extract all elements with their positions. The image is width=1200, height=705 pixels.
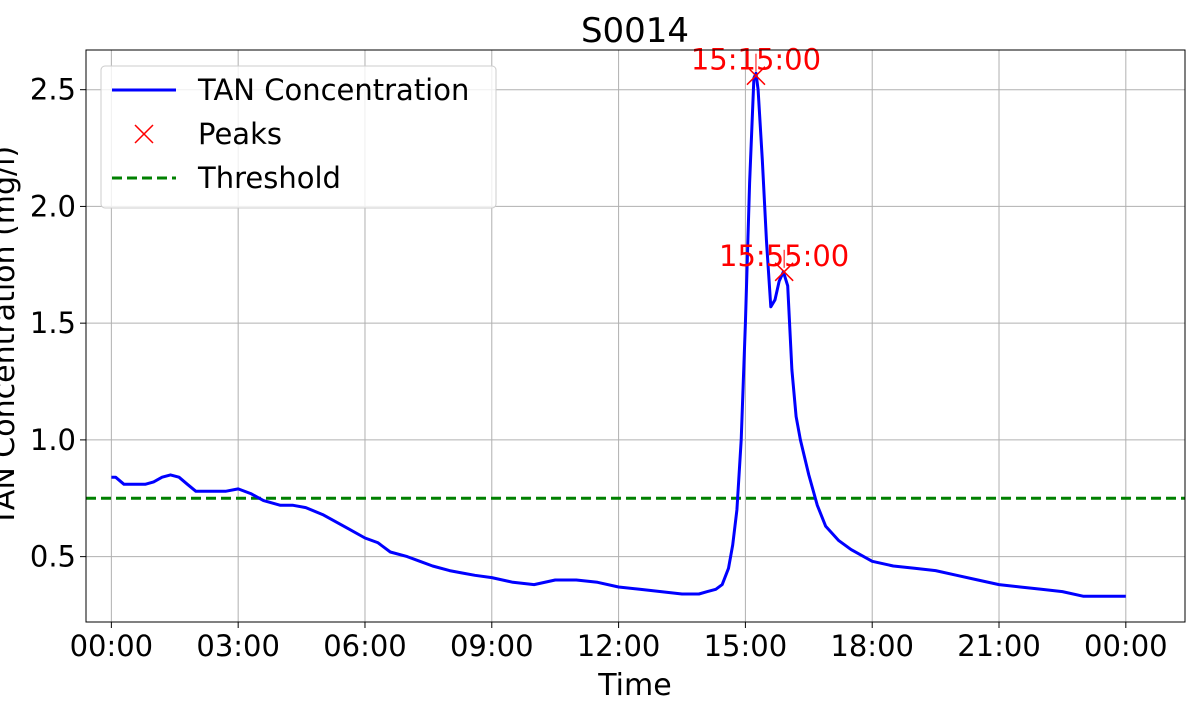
x-tick-label: 15:00 (704, 629, 788, 663)
peak-annotation-label: 15:15:00 (691, 43, 821, 77)
peaks-layer: 15:15:00 15:55:00 (691, 43, 849, 282)
series-layer (111, 71, 1126, 598)
x-tick-label: 00:00 (1084, 629, 1168, 663)
y-tick-label: 1.5 (30, 306, 76, 340)
x-tick-label: 06:00 (323, 629, 407, 663)
x-axis-label: Time (597, 668, 671, 700)
y-ticks: 0.5 1.0 1.5 2.0 2.5 (30, 73, 86, 574)
legend-label-peaks: Peaks (198, 117, 282, 151)
y-tick-label: 2.5 (30, 73, 76, 107)
y-axis-label: TAN Concentration (mg/l) (0, 146, 22, 527)
y-tick-label: 0.5 (30, 540, 76, 574)
x-tick-label: 03:00 (196, 629, 280, 663)
legend-box (100, 65, 497, 209)
x-tick-label: 21:00 (957, 629, 1041, 663)
peak-annotation-label: 15:55:00 (719, 239, 849, 273)
legend: TAN Concentration Peaks Threshold (100, 65, 497, 209)
y-tick-label: 2.0 (30, 189, 76, 223)
x-tick-label: 12:00 (577, 629, 661, 663)
x-ticks: 00:00 03:00 06:00 09:00 12:00 15:00 18:00 21:00… (70, 622, 1168, 663)
x-tick-label: 09:00 (450, 629, 534, 663)
x-tick-label: 00:00 (70, 629, 154, 663)
y-tick-label: 1.0 (30, 423, 76, 457)
x-tick-label: 18:00 (830, 629, 914, 663)
peak-marker (746, 66, 766, 86)
tan-concentration-line (111, 71, 1126, 598)
legend-x-marker-icon (134, 124, 154, 144)
plot-frame (85, 49, 1186, 623)
chart-title: S0014 (581, 11, 689, 51)
legend-label-threshold: Threshold (197, 161, 341, 195)
peak-marker (774, 262, 794, 282)
legend-label-tan: TAN Concentration (197, 73, 469, 107)
